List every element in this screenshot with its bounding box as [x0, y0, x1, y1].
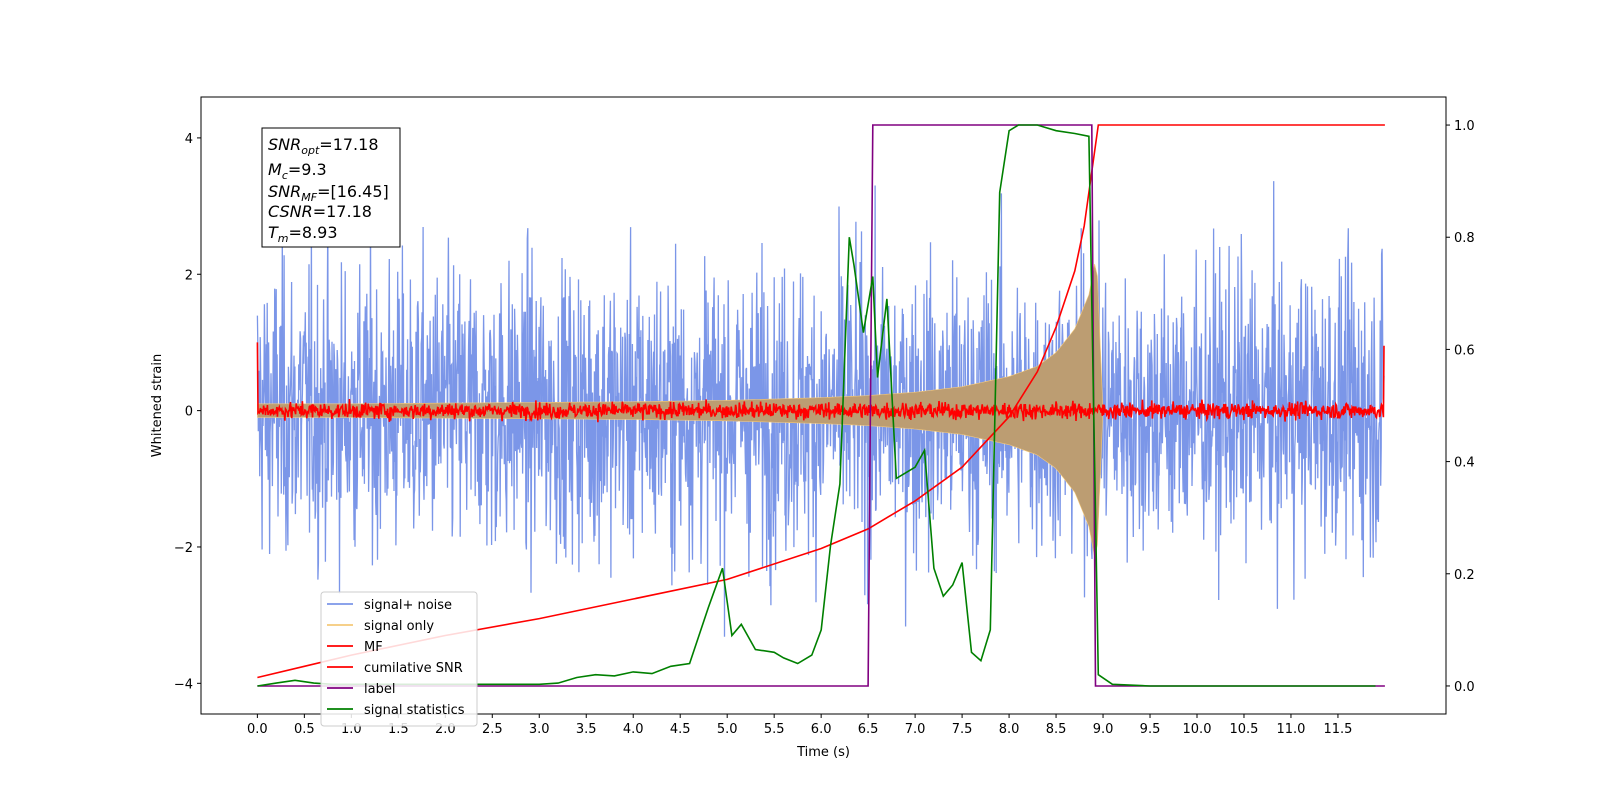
x-tick-label: 7.0	[905, 722, 926, 737]
x-tick-label: 4.0	[623, 722, 644, 737]
annotation-tm: Tm=8.93	[268, 223, 338, 245]
legend-entry: cumilative SNR	[364, 661, 463, 676]
x-tick-label: 0.5	[294, 722, 315, 737]
annotation-tm-value: 8.93	[302, 223, 338, 242]
annotation-snr-mf-value: [16.45]	[330, 182, 388, 201]
series-signal-noise-line	[256, 181, 1385, 637]
x-tick-label: 2.5	[482, 722, 503, 737]
x-tick-label: 9.5	[1140, 722, 1161, 737]
y2-tick-label: 1.0	[1454, 119, 1475, 134]
y-tick-label: 2	[185, 268, 193, 283]
x-tick-label: 8.5	[1046, 722, 1067, 737]
y2-tick-label: 0.8	[1454, 231, 1475, 246]
x-tick-label: 8.0	[999, 722, 1020, 737]
y-axis-right: 0.0 0.2 0.4 0.6 0.8 1.0	[1446, 119, 1475, 695]
y2-tick-label: 0.6	[1454, 343, 1475, 358]
x-tick-label: 7.5	[952, 722, 973, 737]
annotation-csnr: CSNR=17.18	[268, 202, 372, 221]
snr-annotation-box: SNRopt=17.18 Mc=9.3 SNRMF=[16.45] CSNR=1…	[261, 127, 401, 248]
annotation-frame	[261, 127, 401, 248]
legend-entry: label	[364, 682, 395, 697]
x-axis-label: Time (s)	[796, 745, 850, 760]
legend-entry: MF	[364, 640, 383, 655]
x-tick-label: 9.0	[1093, 722, 1114, 737]
y-tick-label: 4	[185, 132, 193, 147]
y2-tick-label: 0.2	[1454, 568, 1475, 583]
x-tick-label: 10.5	[1230, 722, 1259, 737]
x-tick-label: 11.0	[1276, 722, 1305, 737]
legend-entry: signal statistics	[364, 703, 465, 718]
x-tick-label: 5.5	[764, 722, 785, 737]
x-tick-label: 11.5	[1323, 722, 1352, 737]
y2-tick-label: 0.4	[1454, 456, 1475, 471]
y-axis-left: −4 −2 0 2 4	[174, 132, 201, 692]
y-axis-label: Whitened strain	[150, 354, 165, 457]
y-tick-label: −4	[174, 677, 193, 692]
x-tick-label: 6.5	[858, 722, 879, 737]
x-tick-label: 10.0	[1183, 722, 1212, 737]
axes-frame	[200, 96, 1447, 715]
x-tick-label: 4.5	[670, 722, 691, 737]
legend-entry: signal+ noise	[364, 598, 452, 613]
annotation-snr-opt-value: 17.18	[333, 135, 379, 154]
x-tick-label: 3.5	[576, 722, 597, 737]
y2-tick-label: 0.0	[1454, 680, 1475, 695]
y-tick-label: −2	[174, 541, 193, 556]
series-mf-line	[256, 342, 1385, 423]
annotation-mc: Mc=9.3	[268, 160, 327, 182]
legend-entry: signal only	[364, 619, 434, 634]
y-tick-label: 0	[185, 405, 193, 420]
x-tick-label: 3.0	[529, 722, 550, 737]
legend: signal+ noise signal only MF cumilative SNR…	[320, 591, 478, 727]
annotation-mc-value: 9.3	[301, 160, 326, 179]
annotation-snr-mf: SNRMF=[16.45]	[268, 182, 389, 204]
x-tick-label: 6.0	[811, 722, 832, 737]
annotation-snr-opt: SNRopt=17.18	[268, 135, 379, 157]
series-signal-statistics-line	[257, 124, 1376, 687]
x-tick-label: 5.0	[717, 722, 738, 737]
legend-frame	[320, 591, 478, 727]
x-tick-label: 0.0	[247, 722, 268, 737]
annotation-csnr-value: 17.18	[326, 202, 372, 221]
